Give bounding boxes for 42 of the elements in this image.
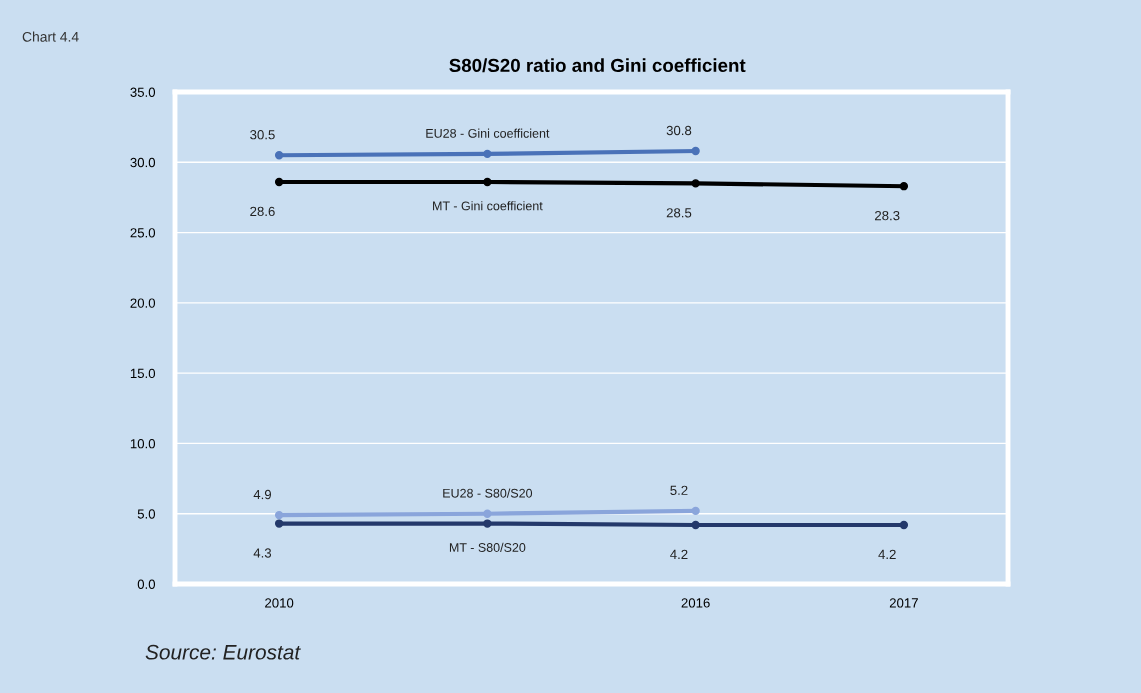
point xyxy=(899,520,909,530)
point xyxy=(899,182,909,191)
source-note: Source: Eurostat xyxy=(145,644,301,660)
caption: Chart 4.4 xyxy=(22,31,79,42)
data-label: 28.3 xyxy=(875,210,900,221)
x-tick-label: 2010 xyxy=(265,598,294,608)
point xyxy=(274,510,284,520)
data-label: 4.3 xyxy=(253,548,272,558)
point xyxy=(483,509,492,518)
data-label: 28.6 xyxy=(250,206,275,217)
x-tick-label: 2017 xyxy=(889,598,918,608)
point xyxy=(274,177,284,187)
data-label: 4.2 xyxy=(878,549,896,559)
y-tick-label: 35.0 xyxy=(130,87,156,97)
point xyxy=(483,177,492,187)
data-label: 30.5 xyxy=(250,130,275,140)
data-label: 5.2 xyxy=(670,485,688,495)
y-tick-label: 15.0 xyxy=(130,368,156,379)
y-tick-label: 5.0 xyxy=(137,509,156,519)
series-label: EU28 - S80/S20 xyxy=(443,488,533,498)
series-label: MT - S80/S20 xyxy=(449,542,526,552)
y-tick-label: 0.0 xyxy=(137,579,156,589)
point xyxy=(691,146,700,156)
point xyxy=(691,179,700,188)
point xyxy=(274,151,284,160)
y-tick-label: 20.0 xyxy=(130,298,156,308)
data-label: 4.2 xyxy=(670,549,688,559)
point xyxy=(483,149,492,159)
data-label: 4.9 xyxy=(253,489,271,500)
data-label: 30.8 xyxy=(666,125,692,136)
chart-title: S80/S20 ratio and Gini coefficient xyxy=(449,58,746,73)
series-label: EU28 - Gini coefficient xyxy=(426,128,550,138)
y-tick-label: 10.0 xyxy=(130,439,156,449)
y-tick-label: 30.0 xyxy=(130,157,156,168)
x-tick-label: 2016 xyxy=(681,598,710,608)
point xyxy=(274,519,284,528)
data-label: 28.5 xyxy=(666,208,692,218)
y-tick-label: 25.0 xyxy=(130,228,156,238)
point xyxy=(691,506,700,516)
series-label: MT - Gini coefficient xyxy=(433,201,543,211)
point xyxy=(483,519,492,528)
point xyxy=(691,520,700,530)
